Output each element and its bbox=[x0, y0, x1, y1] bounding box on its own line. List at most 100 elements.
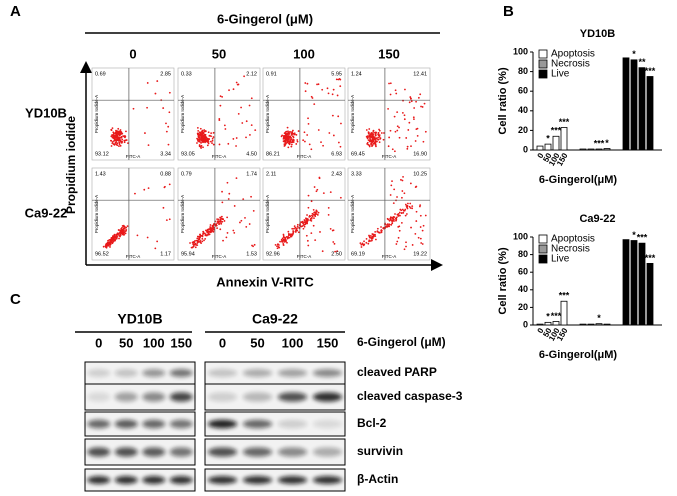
quadrant-value: 86.21 bbox=[266, 151, 280, 157]
event-dot bbox=[406, 147, 409, 150]
event-dot bbox=[286, 126, 289, 129]
event-dot bbox=[212, 226, 215, 229]
event-dot bbox=[200, 242, 203, 244]
event-dot bbox=[113, 234, 116, 237]
bar bbox=[638, 242, 646, 326]
significance: *** bbox=[645, 253, 656, 263]
plot-y-label: Propidium Iodide-A bbox=[265, 95, 270, 133]
event-dot bbox=[117, 127, 120, 130]
event-dot bbox=[387, 108, 389, 110]
event-dot bbox=[397, 236, 400, 239]
event-dot bbox=[292, 129, 294, 132]
event-dot bbox=[204, 139, 207, 142]
event-dot bbox=[285, 236, 288, 238]
event-dot bbox=[419, 237, 422, 240]
event-dot bbox=[123, 139, 126, 142]
event-dot bbox=[331, 93, 334, 96]
event-dot bbox=[416, 134, 419, 137]
event-dot bbox=[192, 243, 195, 246]
event-dot bbox=[368, 234, 370, 237]
blot-band bbox=[142, 476, 166, 484]
event-dot bbox=[368, 139, 371, 142]
event-dot bbox=[312, 224, 315, 227]
quadrant-value: 93.12 bbox=[95, 151, 109, 157]
event-dot bbox=[283, 137, 286, 140]
event-dot bbox=[285, 130, 288, 133]
event-dot bbox=[114, 139, 117, 142]
event-dot bbox=[212, 131, 215, 134]
blot-band bbox=[114, 447, 138, 457]
event-dot bbox=[245, 136, 247, 139]
event-dot bbox=[420, 105, 422, 108]
event-dot bbox=[394, 89, 397, 92]
event-dot bbox=[332, 88, 335, 91]
event-dot bbox=[113, 132, 115, 135]
event-dot bbox=[120, 227, 123, 230]
event-dot bbox=[398, 136, 401, 139]
plot-x-label: FITC-A bbox=[126, 254, 141, 259]
event-dot bbox=[339, 78, 342, 81]
event-dot bbox=[216, 222, 219, 224]
bar bbox=[536, 145, 544, 151]
flow-plot bbox=[262, 167, 346, 261]
event-dot bbox=[242, 198, 245, 201]
event-dot bbox=[327, 206, 330, 209]
event-dot bbox=[374, 233, 376, 236]
event-dot bbox=[123, 135, 126, 138]
event-dot bbox=[114, 237, 117, 239]
event-dot bbox=[380, 132, 383, 134]
chart-title: YD10B bbox=[580, 28, 616, 40]
event-dot bbox=[111, 134, 114, 136]
event-dot bbox=[223, 124, 226, 127]
event-dot bbox=[248, 104, 251, 107]
event-dot bbox=[118, 143, 121, 146]
event-dot bbox=[377, 136, 380, 139]
blot-band bbox=[207, 447, 238, 457]
quadrant-value: 5.95 bbox=[331, 71, 342, 77]
event-dot bbox=[211, 139, 214, 142]
event-dot bbox=[378, 129, 381, 132]
plot-x-label: FITC-A bbox=[126, 154, 141, 159]
event-dot bbox=[332, 241, 335, 243]
event-dot bbox=[393, 115, 396, 118]
event-dot bbox=[118, 139, 120, 142]
event-dot bbox=[282, 140, 285, 143]
event-dot bbox=[396, 129, 399, 132]
plot-x-label: FITC-A bbox=[212, 254, 227, 259]
event-dot bbox=[386, 223, 389, 226]
event-dot bbox=[372, 136, 375, 139]
bar bbox=[579, 148, 587, 151]
event-dot bbox=[290, 134, 293, 136]
x-axis-label: 6-Gingerol(μM) bbox=[539, 349, 618, 361]
event-dot bbox=[421, 106, 424, 108]
event-dot bbox=[288, 133, 290, 136]
event-dot bbox=[404, 88, 406, 91]
blot-band bbox=[114, 476, 138, 484]
blot-band bbox=[242, 392, 273, 402]
event-dot bbox=[307, 244, 310, 247]
event-dot bbox=[248, 223, 251, 225]
event-dot bbox=[223, 220, 226, 222]
event-dot bbox=[198, 133, 201, 136]
blot-band bbox=[114, 392, 138, 402]
quadrant-value: 69.19 bbox=[351, 251, 365, 257]
event-dot bbox=[207, 131, 210, 134]
bar bbox=[587, 323, 595, 326]
event-dot bbox=[415, 185, 418, 188]
event-dot bbox=[124, 232, 127, 235]
event-dot bbox=[283, 236, 286, 239]
y-tick-label: 20 bbox=[518, 125, 528, 135]
event-dot bbox=[371, 145, 373, 148]
blot-band bbox=[114, 369, 138, 377]
bar bbox=[595, 148, 603, 151]
event-dot bbox=[112, 240, 115, 243]
event-dot bbox=[415, 220, 418, 222]
event-dot bbox=[281, 241, 284, 243]
event-dot bbox=[252, 245, 254, 248]
bar bbox=[560, 127, 568, 151]
event-dot bbox=[391, 148, 394, 151]
event-dot bbox=[206, 141, 209, 144]
event-dot bbox=[390, 219, 393, 222]
bar bbox=[603, 148, 611, 151]
event-dot bbox=[368, 239, 371, 242]
